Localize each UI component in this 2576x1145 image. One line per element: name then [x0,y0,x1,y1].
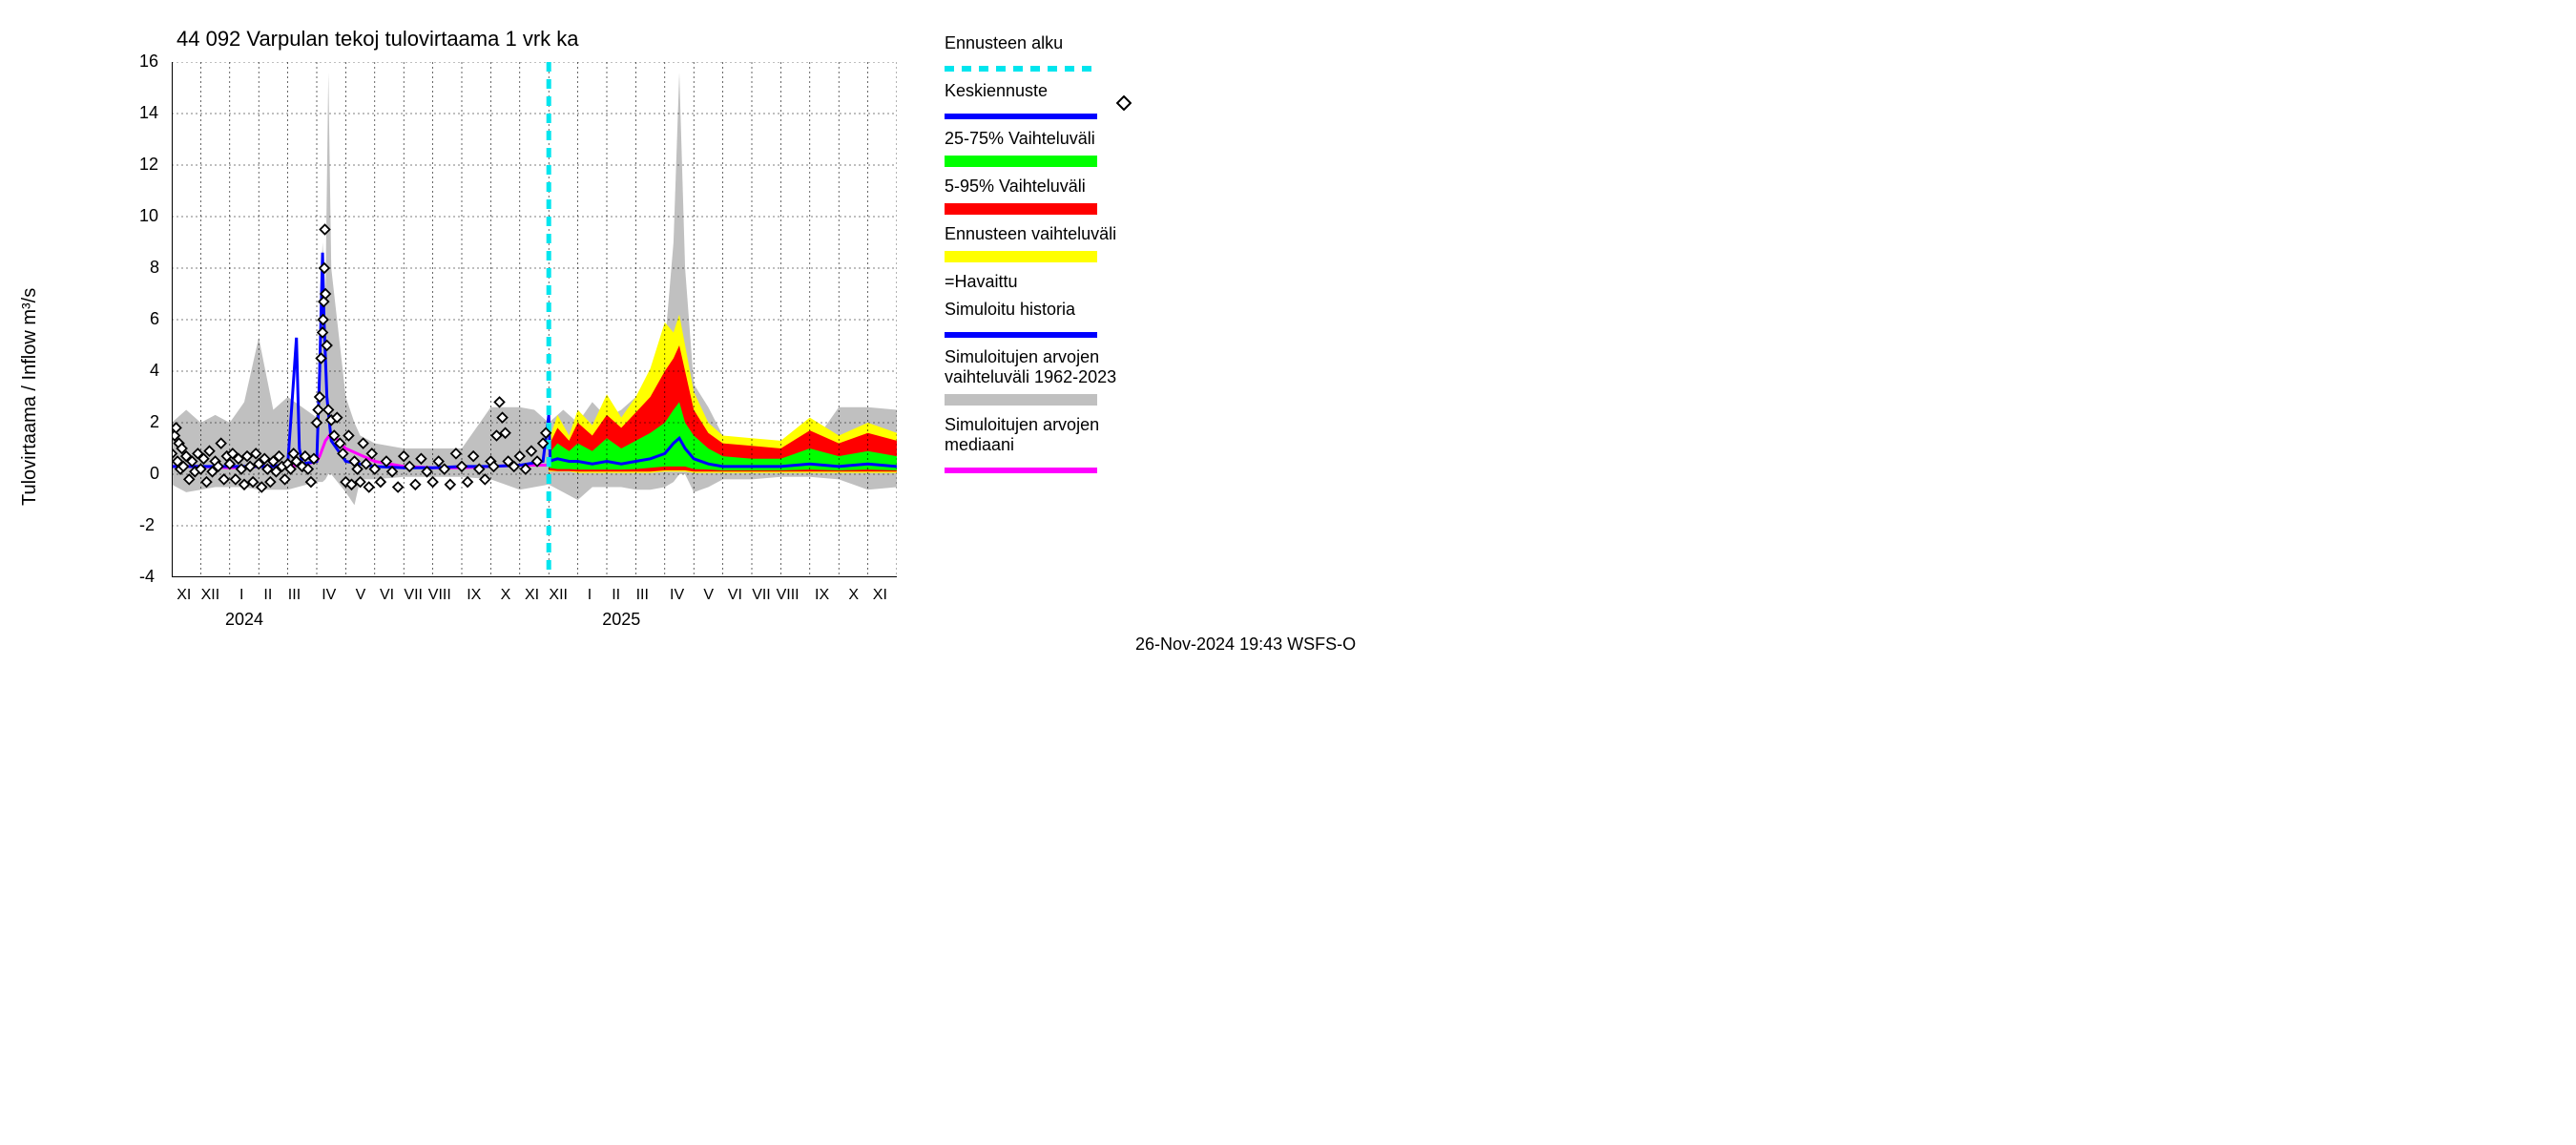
inflow-chart [172,62,897,577]
legend: Ennusteen alku Keskiennuste 25-75% Vaihtel… [945,33,1135,483]
x-tick-label: III [288,587,301,604]
legend-swatch [945,468,1097,473]
x-tick-label: IX [815,587,829,604]
y-tick-label: 10 [139,206,158,226]
legend-label: 25-75% Vaihteluväli [945,129,1135,149]
y-tick-label: 16 [139,52,158,72]
x-tick-label: XII [549,587,568,604]
legend-swatch [945,251,1097,262]
x-tick-label: V [703,587,714,604]
legend-swatch [945,66,1097,72]
y-axis-label: Tulovirtaama / Inflow m³/s [19,288,41,506]
legend-item: Keskiennuste [945,81,1135,121]
x-tick-label: XI [525,587,539,604]
legend-item: Simuloitujen arvojen vaihteluväli 1962-2… [945,347,1135,407]
x-tick-label: I [239,587,243,604]
x-tick-label: IV [670,587,684,604]
y-tick-label: 0 [150,464,159,484]
x-tick-label: VIII [428,587,451,604]
year-label: 2024 [225,610,263,630]
x-tick-label: V [356,587,366,604]
y-tick-label: 14 [139,103,158,123]
legend-label: 5-95% Vaihteluväli [945,177,1135,197]
legend-label: Simuloitujen arvojen vaihteluväli 1962-2… [945,347,1135,387]
x-tick-label: VIII [777,587,800,604]
legend-item: Simuloitu historia [945,300,1135,340]
year-label: 2025 [602,610,640,630]
legend-item: Simuloitujen arvojen mediaani [945,415,1135,475]
x-tick-label: XII [201,587,220,604]
legend-item: =Havaittu [945,272,1135,292]
legend-swatch [945,394,1097,406]
x-tick-label: II [612,587,620,604]
x-tick-label: II [263,587,272,604]
legend-label: Ennusteen alku [945,33,1135,53]
legend-swatch [945,203,1097,215]
x-tick-label: VI [380,587,394,604]
legend-label: Keskiennuste [945,81,1135,101]
legend-label: Simuloitu historia [945,300,1135,320]
legend-label: Ennusteen vaihteluväli [945,224,1135,244]
x-tick-label: I [588,587,592,604]
x-tick-label: III [636,587,649,604]
y-tick-label: 4 [150,361,159,381]
x-tick-label: VI [728,587,742,604]
x-tick-label: IV [322,587,336,604]
x-tick-label: XI [873,587,887,604]
chart-footer: 26-Nov-2024 19:43 WSFS-O [1135,635,1356,655]
x-tick-label: VII [752,587,771,604]
y-tick-label: 12 [139,155,158,175]
x-tick-label: XI [177,587,191,604]
y-tick-label: -4 [139,567,155,587]
legend-item: Ennusteen vaihteluväli [945,224,1135,264]
legend-item: 25-75% Vaihteluväli [945,129,1135,169]
legend-item: Ennusteen alku [945,33,1135,73]
y-tick-label: 8 [150,258,159,278]
y-tick-label: -2 [139,515,155,535]
x-tick-label: X [501,587,511,604]
legend-label: Simuloitujen arvojen mediaani [945,415,1135,455]
chart-title: 44 092 Varpulan tekoj tulovirtaama 1 vrk… [177,27,579,52]
x-tick-label: X [848,587,859,604]
legend-swatch [945,114,1097,119]
x-tick-label: IX [467,587,481,604]
legend-item: 5-95% Vaihteluväli [945,177,1135,217]
x-tick-label: VII [404,587,423,604]
legend-swatch [945,332,1097,338]
y-tick-label: 2 [150,412,159,432]
legend-swatch [945,156,1097,167]
y-tick-label: 6 [150,309,159,329]
